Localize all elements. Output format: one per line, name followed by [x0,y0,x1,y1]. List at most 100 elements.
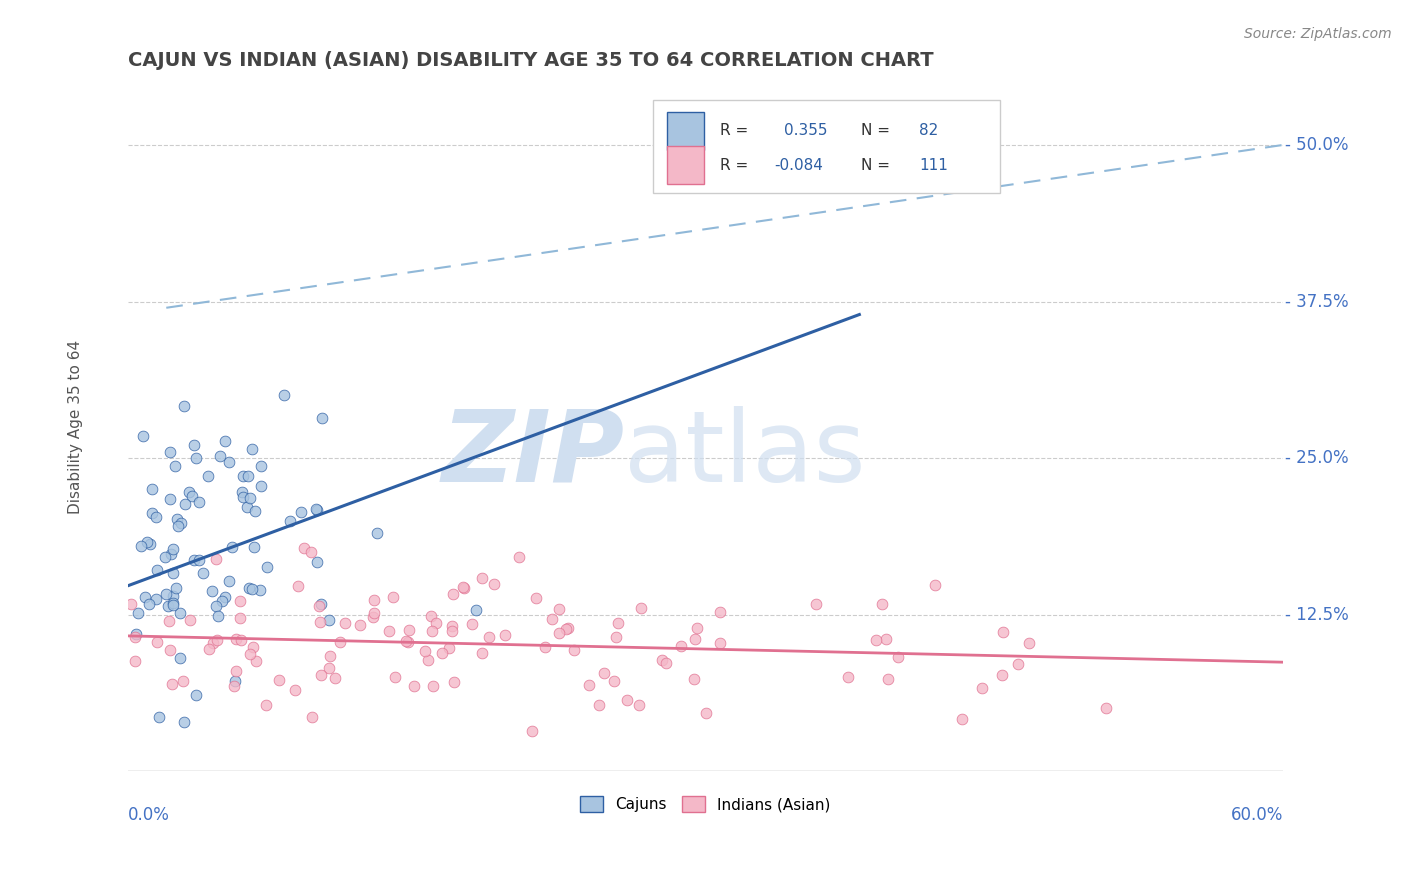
Point [156,599,179,613]
Point [148,710,170,724]
Point [875,632,897,646]
Point [440,624,463,638]
Point [437,640,460,655]
Point [685,621,707,635]
Point [1007,657,1029,672]
Text: - 12.5%: - 12.5% [1285,606,1348,624]
Point [396,635,419,649]
Point [207,633,229,648]
Point [323,671,346,685]
Point [425,616,447,631]
Point [588,698,610,712]
Point [162,542,184,557]
Point [145,510,167,524]
Point [188,553,211,567]
Point [363,592,385,607]
Point [522,724,544,739]
Point [287,579,309,593]
Legend: Cajuns, Indians (Asian): Cajuns, Indians (Asian) [574,789,837,819]
Point [159,547,181,561]
Text: - 50.0%: - 50.0% [1285,136,1348,154]
Point [443,674,465,689]
Point [305,502,328,516]
Point [239,491,262,506]
Point [578,678,600,692]
Point [249,582,271,597]
Point [290,505,312,519]
Point [160,677,183,691]
Point [318,661,340,675]
Point [141,483,163,497]
Point [508,549,530,564]
Point [159,643,181,657]
Point [804,597,827,611]
Point [201,636,224,650]
Point [254,698,277,712]
Text: atlas: atlas [624,406,866,503]
Point [308,599,330,614]
Point [166,512,188,526]
Point [207,608,229,623]
Point [1018,636,1040,650]
Point [1095,701,1118,715]
Point [451,580,474,594]
Point [208,449,231,463]
Point [177,484,200,499]
Point [267,673,290,688]
Point [245,655,267,669]
Point [138,597,160,611]
Point [548,626,571,640]
Point [242,640,264,654]
Point [211,594,233,608]
Point [127,606,149,620]
Point [193,566,215,580]
Point [222,679,245,693]
Point [440,619,463,633]
Point [606,615,628,630]
Point [630,601,652,615]
Point [950,712,973,726]
Text: N =: N = [862,123,896,138]
Point [683,632,706,646]
Point [221,541,243,555]
Point [179,613,201,627]
Point [384,670,406,684]
Point [129,540,152,554]
Point [311,410,333,425]
Point [204,599,226,613]
Point [238,581,260,595]
Point [419,609,441,624]
Point [464,603,486,617]
Point [292,541,315,555]
Point [461,616,484,631]
Point [309,668,332,682]
Point [333,616,356,631]
Point [555,622,578,636]
FancyBboxPatch shape [668,146,704,184]
Point [162,598,184,612]
Point [136,534,159,549]
Point [124,627,146,641]
Point [120,597,142,611]
Point [870,598,893,612]
Text: ZIP: ZIP [441,406,624,503]
Point [309,597,332,611]
Point [494,628,516,642]
Point [256,559,278,574]
Point [166,518,188,533]
Point [329,635,352,649]
Point [534,640,557,655]
Point [242,541,264,555]
Point [605,630,627,644]
Point [682,672,704,686]
Point [229,633,252,648]
Point [145,591,167,606]
Point [157,614,180,628]
Point [381,591,404,605]
Point [225,632,247,647]
Point [478,631,501,645]
Point [319,648,342,663]
Point [413,644,436,658]
Point [214,434,236,448]
Point [628,698,651,712]
